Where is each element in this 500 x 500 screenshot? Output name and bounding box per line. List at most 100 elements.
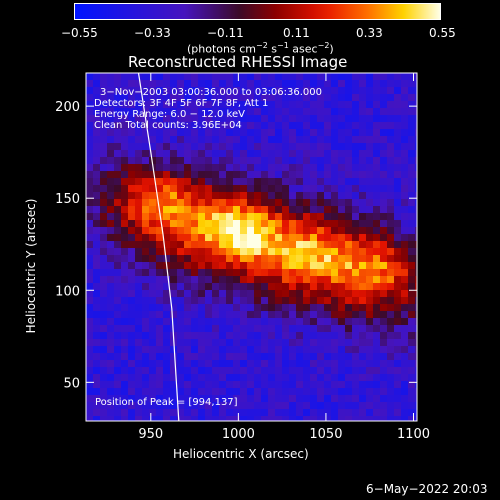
- heatmap-cell: [219, 171, 226, 178]
- heatmap-cell: [373, 185, 380, 192]
- heatmap-cell: [268, 416, 275, 421]
- heatmap-cell: [282, 115, 289, 122]
- heatmap-cell: [100, 360, 107, 367]
- heatmap-cell: [100, 255, 107, 262]
- heatmap-cell: [240, 346, 247, 353]
- heatmap-cell: [205, 360, 212, 367]
- heatmap-cell: [324, 136, 331, 143]
- heatmap-cell: [177, 171, 184, 178]
- heatmap-cell: [303, 353, 310, 360]
- heatmap-cell: [331, 290, 338, 297]
- heatmap-cell: [100, 262, 107, 269]
- heatmap-cell: [128, 143, 135, 150]
- heatmap-cell: [163, 325, 170, 332]
- heatmap-cell: [156, 269, 163, 276]
- heatmap-cell: [401, 346, 408, 353]
- heatmap-cell: [359, 220, 366, 227]
- heatmap-cell: [170, 115, 177, 122]
- heatmap-cell: [233, 185, 240, 192]
- heatmap-cell: [100, 80, 107, 87]
- heatmap-cell: [338, 164, 345, 171]
- heatmap-cell: [247, 269, 254, 276]
- heatmap-cell: [142, 87, 149, 94]
- heatmap-cell: [233, 318, 240, 325]
- heatmap-cell: [121, 325, 128, 332]
- heatmap-cell: [107, 297, 114, 304]
- heatmap-cell: [177, 353, 184, 360]
- heatmap-cell: [275, 346, 282, 353]
- heatmap-cell: [247, 192, 254, 199]
- heatmap-cell: [226, 171, 233, 178]
- heatmap-cell: [317, 234, 324, 241]
- heatmap-cell: [324, 332, 331, 339]
- heatmap-cell: [135, 388, 142, 395]
- heatmap-cell: [296, 241, 303, 248]
- heatmap-cell: [310, 115, 317, 122]
- heatmap-cell: [100, 304, 107, 311]
- heatmap-cell: [205, 199, 212, 206]
- heatmap-cell: [331, 276, 338, 283]
- heatmap-cell: [373, 178, 380, 185]
- heatmap-cell: [156, 192, 163, 199]
- heatmap-cell: [401, 248, 408, 255]
- heatmap-cell: [373, 416, 380, 421]
- heatmap-cell: [338, 192, 345, 199]
- heatmap-cell: [107, 409, 114, 416]
- heatmap-cell: [401, 318, 408, 325]
- heatmap-cell: [163, 269, 170, 276]
- heatmap-cell: [163, 234, 170, 241]
- heatmap-cell: [177, 73, 184, 80]
- heatmap-cell: [408, 388, 415, 395]
- heatmap-cell: [310, 402, 317, 409]
- heatmap-cell: [142, 255, 149, 262]
- heatmap-cell: [289, 178, 296, 185]
- heatmap-cell: [415, 367, 417, 374]
- heatmap-cell: [282, 304, 289, 311]
- heatmap-cell: [282, 220, 289, 227]
- heatmap-cell: [247, 87, 254, 94]
- heatmap-cell: [198, 178, 205, 185]
- heatmap-cell: [233, 199, 240, 206]
- heatmap-cell: [177, 220, 184, 227]
- heatmap-cell: [261, 87, 268, 94]
- heatmap-cell: [177, 122, 184, 129]
- heatmap-cell: [275, 339, 282, 346]
- heatmap-cell: [212, 360, 219, 367]
- heatmap-cell: [212, 213, 219, 220]
- heatmap-cell: [289, 339, 296, 346]
- plot-frame: [85, 72, 418, 422]
- heatmap-cell: [107, 129, 114, 136]
- heatmap-cell: [331, 185, 338, 192]
- heatmap-cell: [184, 234, 191, 241]
- heatmap-cell: [247, 353, 254, 360]
- heatmap-cell: [121, 367, 128, 374]
- heatmap-cell: [359, 143, 366, 150]
- heatmap-cell: [240, 192, 247, 199]
- heatmap-cell: [331, 73, 338, 80]
- heatmap-cell: [303, 234, 310, 241]
- heatmap-cell: [359, 395, 366, 402]
- colorbar-tick-label: 0.55: [429, 26, 456, 40]
- heatmap-cell: [275, 199, 282, 206]
- heatmap-cell: [352, 255, 359, 262]
- heatmap-cell: [317, 220, 324, 227]
- heatmap-cell: [149, 374, 156, 381]
- heatmap-cell: [142, 171, 149, 178]
- heatmap-cell: [254, 353, 261, 360]
- heatmap-cell: [275, 276, 282, 283]
- heatmap-cell: [86, 325, 93, 332]
- heatmap-cell: [233, 94, 240, 101]
- heatmap-cell: [366, 136, 373, 143]
- heatmap-cell: [191, 220, 198, 227]
- heatmap-cell: [93, 164, 100, 171]
- heatmap-cell: [373, 136, 380, 143]
- heatmap-cell: [191, 115, 198, 122]
- heatmap-cell: [86, 185, 93, 192]
- heatmap-cell: [303, 339, 310, 346]
- heatmap-cell: [366, 185, 373, 192]
- x-tick-label: 1000: [222, 427, 255, 442]
- heatmap-cell: [317, 395, 324, 402]
- heatmap-cell: [128, 87, 135, 94]
- heatmap-cell: [233, 150, 240, 157]
- heatmap-cell: [247, 381, 254, 388]
